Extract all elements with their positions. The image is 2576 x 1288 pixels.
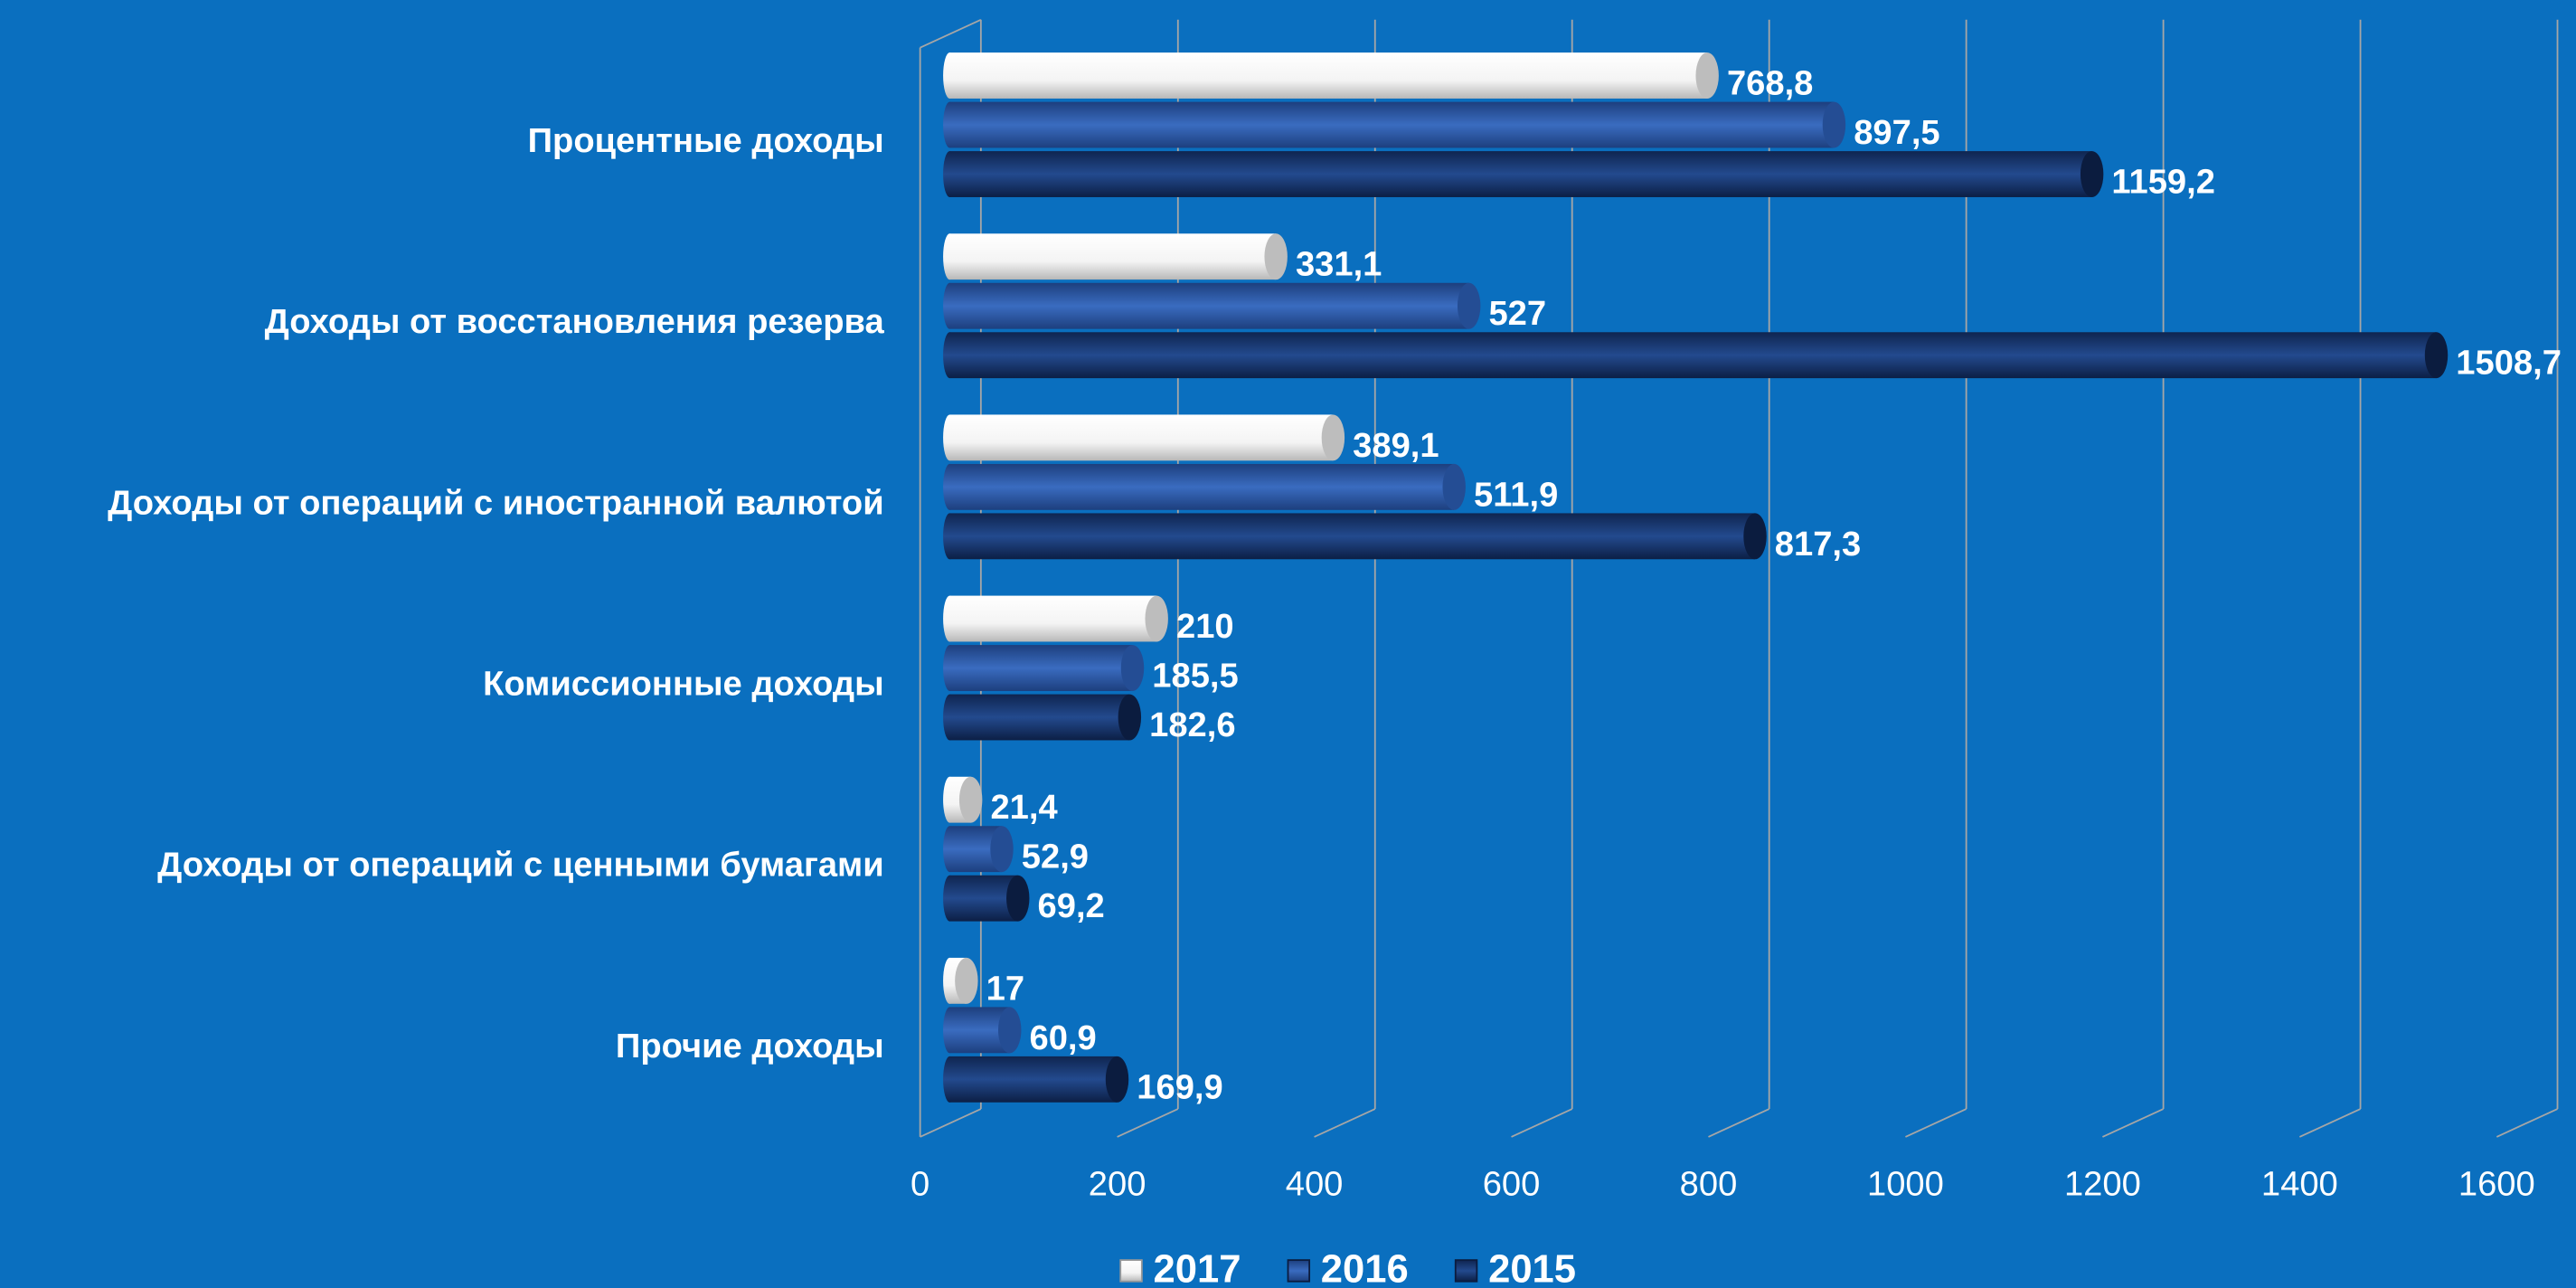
bar-cap <box>1695 52 1719 99</box>
category-label: Доходы от операций с иностранной валютой <box>108 483 884 522</box>
grid-floor-line <box>1314 1108 1376 1138</box>
bar <box>949 233 1277 280</box>
bar-cap <box>1105 1056 1129 1103</box>
x-tick-label: 800 <box>1680 1164 1738 1203</box>
legend-label: 2015 <box>1488 1247 1576 1288</box>
bar-cap <box>1321 414 1345 461</box>
bar <box>949 694 1130 741</box>
value-label: 185,5 <box>1152 656 1238 695</box>
legend-swatch <box>1454 1259 1478 1283</box>
x-tick-label: 200 <box>1089 1164 1146 1203</box>
category-label: Комиссионные доходы <box>483 665 884 704</box>
category-label: Процентные доходы <box>528 121 884 160</box>
value-label: 389,1 <box>1353 426 1439 465</box>
category-label: Доходы от восстановления резерва <box>265 302 885 341</box>
bar <box>949 151 2092 197</box>
value-label: 60,9 <box>1030 1018 1097 1057</box>
category-label: Прочие доходы <box>616 1027 884 1065</box>
grid-floor-line <box>1117 1108 1179 1138</box>
bar-cap <box>1118 694 1142 741</box>
value-label: 182,6 <box>1149 706 1235 744</box>
x-tick-label: 600 <box>1483 1164 1541 1203</box>
bar-cap <box>1264 233 1288 280</box>
grid-floor-line <box>920 1108 982 1138</box>
value-label: 17 <box>986 969 1024 1008</box>
value-label: 527 <box>1488 294 1546 333</box>
bar <box>949 595 1157 642</box>
x-tick-label: 400 <box>1286 1164 1344 1203</box>
bar <box>949 52 1708 99</box>
legend-label: 2017 <box>1154 1247 1241 1288</box>
bar-cap <box>2424 332 2449 379</box>
value-label: 169,9 <box>1137 1067 1222 1106</box>
bar <box>949 332 2437 379</box>
value-label: 817,3 <box>1775 525 1861 564</box>
grid-floor-line <box>1708 1108 1770 1138</box>
grid-floor-line <box>1905 1108 1967 1138</box>
bar <box>949 1056 1118 1103</box>
x-tick-label: 0 <box>911 1164 929 1203</box>
bar-cap <box>2080 151 2104 197</box>
axis-wall-top <box>920 18 982 49</box>
bar-cap <box>1145 595 1168 642</box>
x-tick-label: 1000 <box>1867 1164 1944 1203</box>
bar <box>949 282 1469 329</box>
x-tick-label: 1400 <box>2261 1164 2338 1203</box>
legend-label: 2016 <box>1321 1247 1409 1288</box>
grid-floor-line <box>1511 1108 1573 1138</box>
grid-floor-line <box>2298 1108 2361 1138</box>
legend-swatch <box>1287 1259 1311 1283</box>
value-label: 511,9 <box>1474 475 1558 514</box>
value-label: 1159,2 <box>2111 163 2215 202</box>
bar-cap <box>1822 101 1846 148</box>
bar-cap <box>997 1007 1022 1054</box>
bar <box>949 645 1133 691</box>
value-label: 21,4 <box>990 788 1057 827</box>
bar-cap <box>1457 282 1481 329</box>
value-label: 210 <box>1176 607 1234 646</box>
bar-cap <box>958 776 983 823</box>
bar <box>949 513 1756 560</box>
bar-cap <box>1120 645 1145 691</box>
value-label: 768,8 <box>1727 64 1813 103</box>
grid-floor-line <box>2496 1108 2558 1138</box>
value-label: 1508,7 <box>2456 344 2562 383</box>
bar-cap <box>990 826 1014 873</box>
bar-cap <box>955 957 978 1004</box>
bar-cap <box>1442 463 1466 510</box>
bar <box>949 101 1835 148</box>
legend-swatch <box>1119 1259 1143 1283</box>
value-label: 52,9 <box>1022 838 1089 876</box>
bar-cap <box>1743 513 1767 560</box>
x-tick-label: 1600 <box>2458 1164 2535 1203</box>
bar-cap <box>1006 875 1030 922</box>
grid-floor-line <box>2102 1108 2164 1138</box>
value-label: 69,2 <box>1038 886 1105 925</box>
x-tick-label: 1200 <box>2064 1164 2141 1203</box>
bar <box>949 463 1455 510</box>
category-label: Доходы от операций с ценными бумагами <box>157 846 884 885</box>
value-label: 331,1 <box>1296 245 1382 284</box>
bar <box>949 414 1334 461</box>
value-label: 897,5 <box>1854 113 1939 152</box>
